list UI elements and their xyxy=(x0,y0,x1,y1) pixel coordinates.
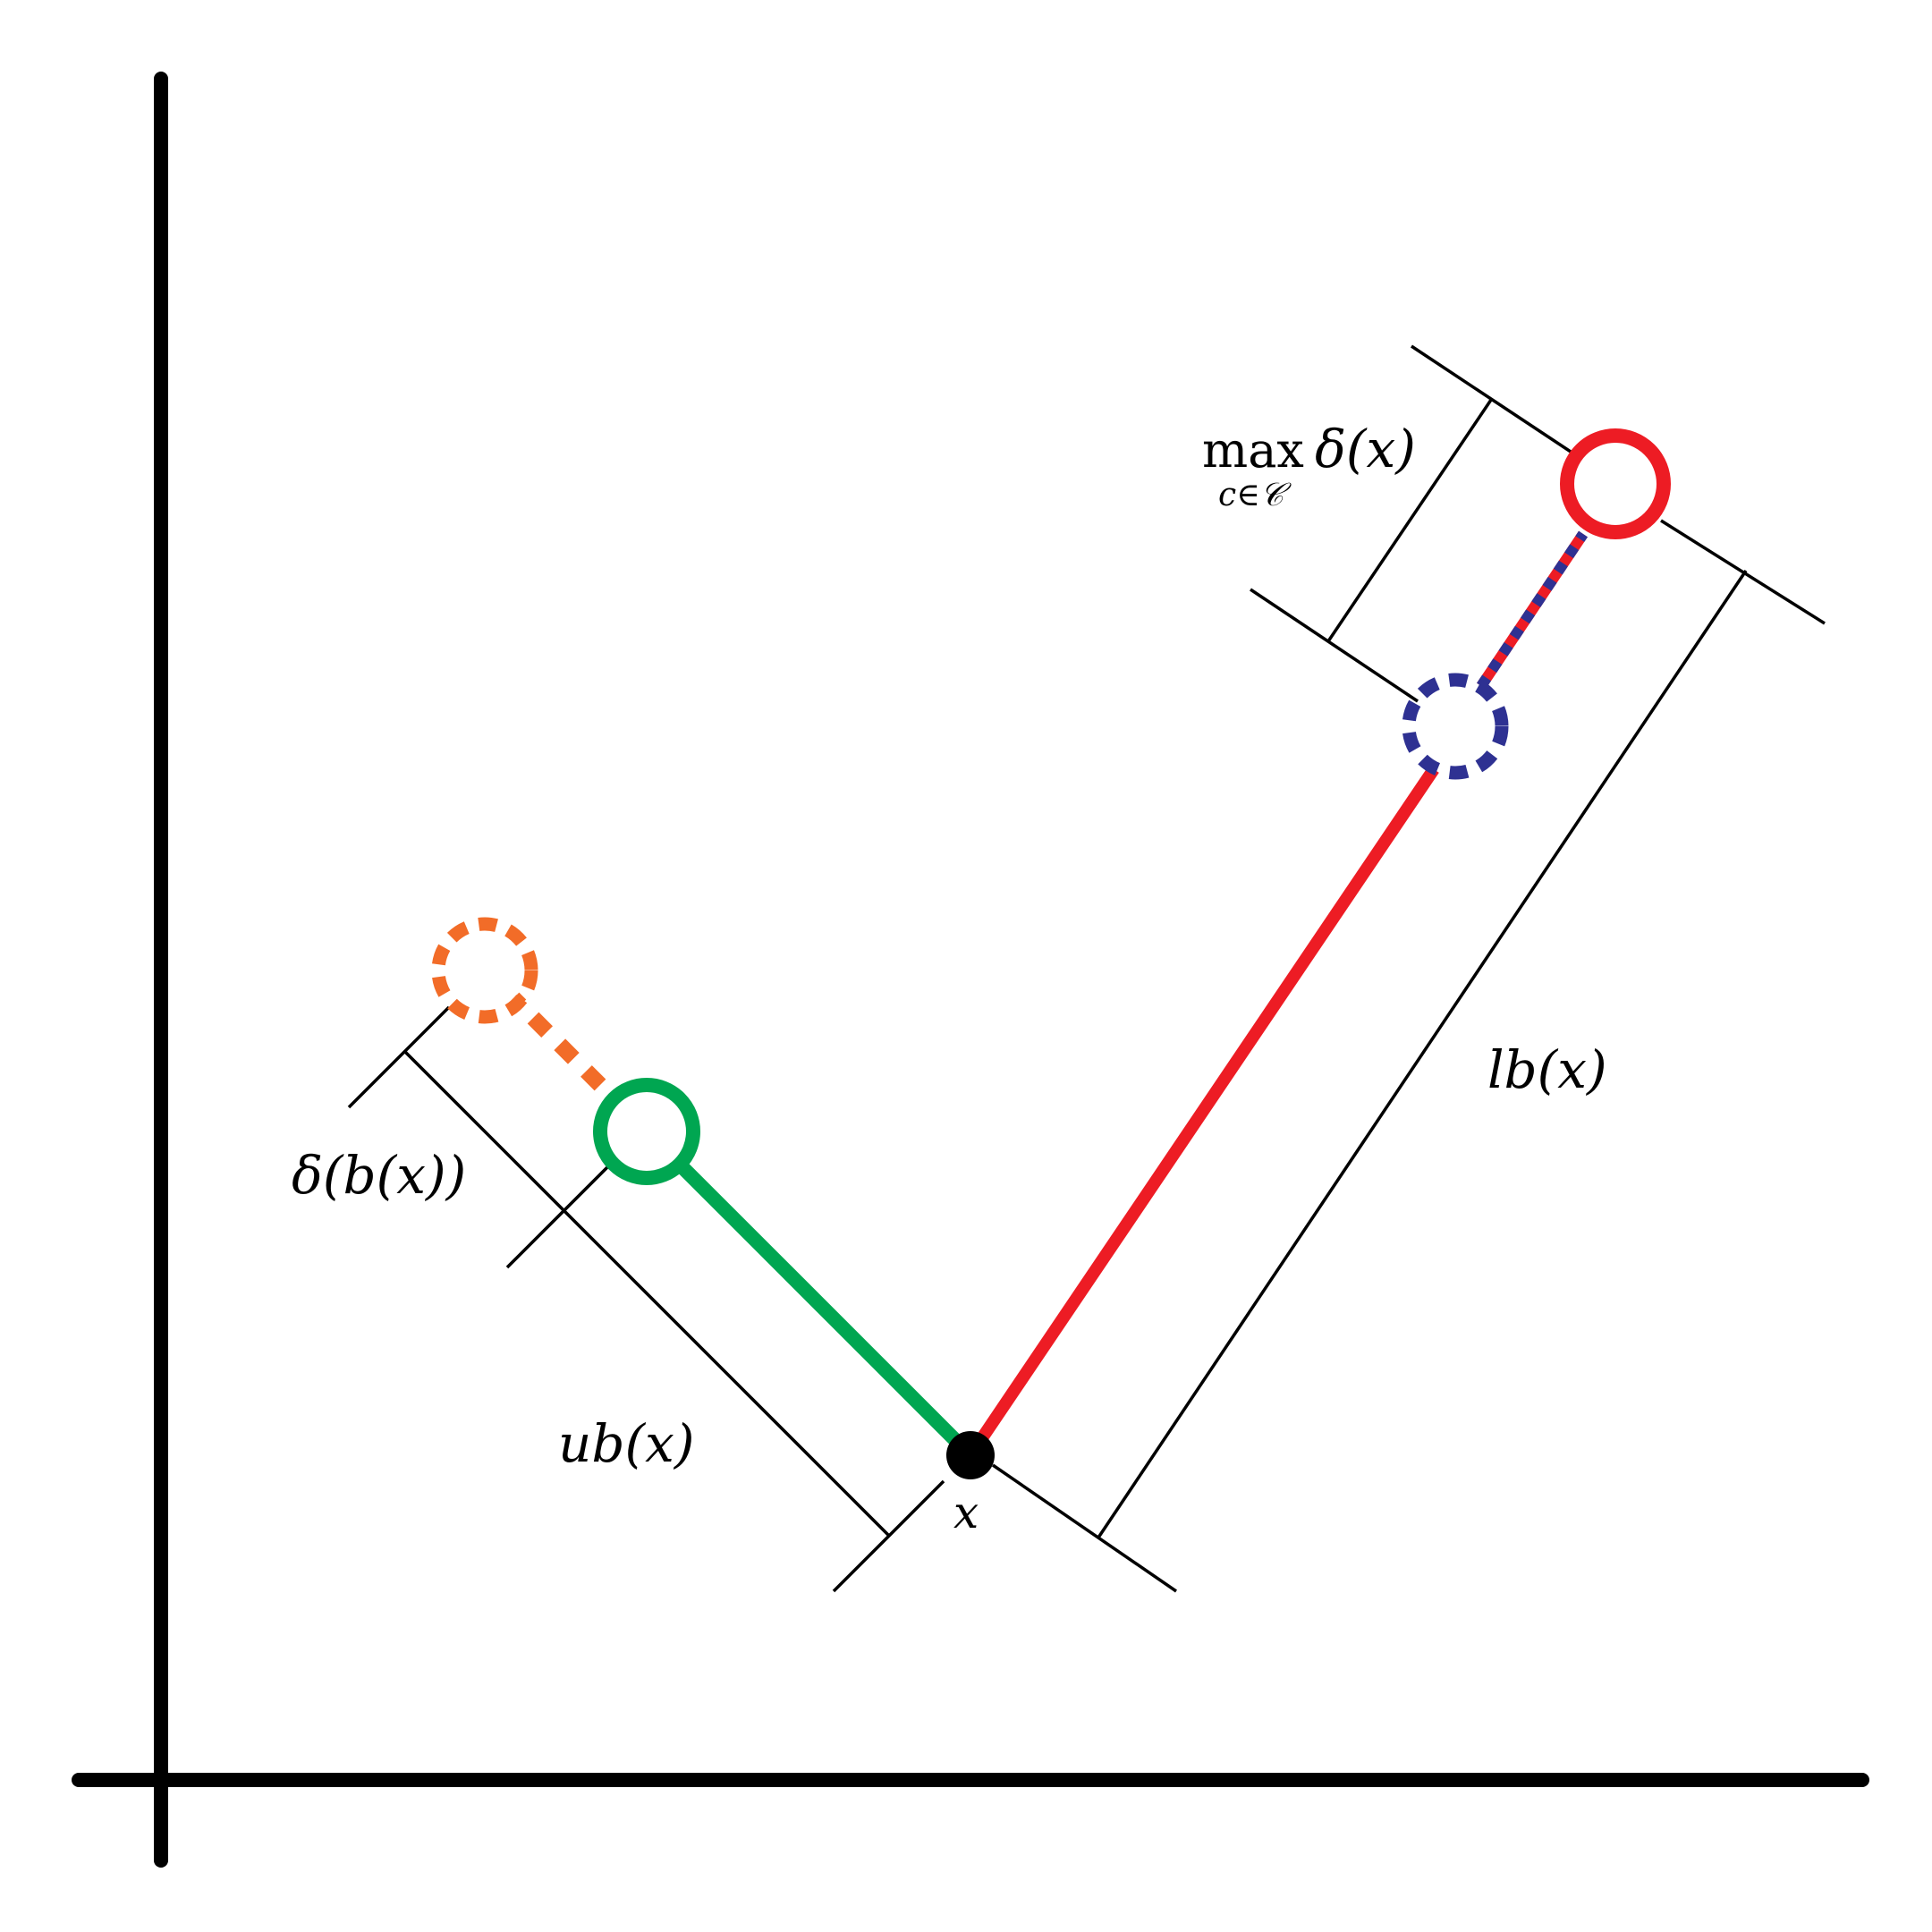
moved-assigned-center xyxy=(431,917,538,1024)
label-max-sub: c∈𝒞 xyxy=(1218,477,1292,513)
assigned-drift-segment xyxy=(507,992,606,1091)
label-max-delta: δ(x) xyxy=(1315,419,1416,479)
max-delta-tick-bottom xyxy=(1250,588,1419,703)
lower-bound-segment xyxy=(965,766,1439,1459)
ub-tick-top xyxy=(505,1165,610,1269)
max-drift-segment-red xyxy=(1477,530,1588,690)
lb-bracket xyxy=(992,344,1826,1593)
delta-b-tick-top xyxy=(347,1005,451,1109)
label-lb: lb(x) xyxy=(1487,1039,1607,1100)
label-ub: ub(x) xyxy=(558,1413,694,1474)
lb-tick-bottom xyxy=(992,1463,1177,1593)
ub-tick-bottom xyxy=(832,1479,945,1593)
lb-tick-top xyxy=(1660,519,1826,625)
point-x xyxy=(946,1431,995,1479)
ub-bracket-line xyxy=(402,1049,892,1538)
max-delta-tick-top xyxy=(1411,344,1577,457)
lb-bracket-line xyxy=(1097,570,1748,1538)
label-max: max xyxy=(1202,422,1304,479)
max-delta-bracket-line xyxy=(1326,399,1493,642)
moved-farthest-center xyxy=(1402,673,1509,780)
assigned-center xyxy=(593,1078,700,1185)
ub-bracket xyxy=(347,1005,945,1593)
upper-bound-segment xyxy=(672,1157,976,1461)
farthest-center xyxy=(1560,428,1671,539)
label-x: x xyxy=(953,1487,979,1538)
label-delta-b: δ(b(x)) xyxy=(292,1145,466,1206)
